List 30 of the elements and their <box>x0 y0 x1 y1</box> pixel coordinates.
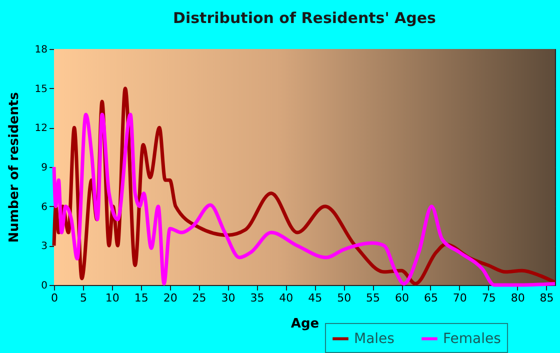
x-tick-label: 55 <box>366 292 380 304</box>
x-tick-label: 85 <box>540 292 554 304</box>
chart-title: Distribution of Residents' Ages <box>173 9 436 27</box>
x-tick-label: 35 <box>250 292 264 304</box>
x-tick-label: 75 <box>482 292 496 304</box>
legend-label: Females <box>443 330 501 347</box>
y-axis-title: Number of residents <box>6 92 22 243</box>
y-tick-label: 9 <box>41 162 48 174</box>
x-tick-label: 25 <box>192 292 206 304</box>
y-tick-label: 3 <box>41 241 48 252</box>
x-tick-label: 20 <box>163 292 178 304</box>
x-tick-label: 15 <box>134 292 148 304</box>
x-tick-label: 10 <box>105 292 120 304</box>
x-tick-label: 45 <box>308 292 322 304</box>
y-tick-label: 6 <box>41 202 48 213</box>
x-tick-label: 5 <box>80 292 87 304</box>
y-tick-label: 15 <box>34 84 48 95</box>
x-tick-label: 40 <box>279 292 294 304</box>
x-axis-title: Age <box>290 316 320 332</box>
x-tick-label: 60 <box>395 292 410 304</box>
x-tick-label: 65 <box>424 292 438 304</box>
x-tick-label: 50 <box>337 292 352 304</box>
x-tick-label: 70 <box>452 292 467 304</box>
legend-label: Males <box>354 330 394 347</box>
x-tick-label: 30 <box>221 292 236 304</box>
x-tick-label: 0 <box>51 292 58 304</box>
x-tick-label: 80 <box>510 292 525 304</box>
y-tick-label: 12 <box>34 123 48 134</box>
y-tick-label: 18 <box>34 44 48 56</box>
y-tick-label: 0 <box>41 280 48 292</box>
